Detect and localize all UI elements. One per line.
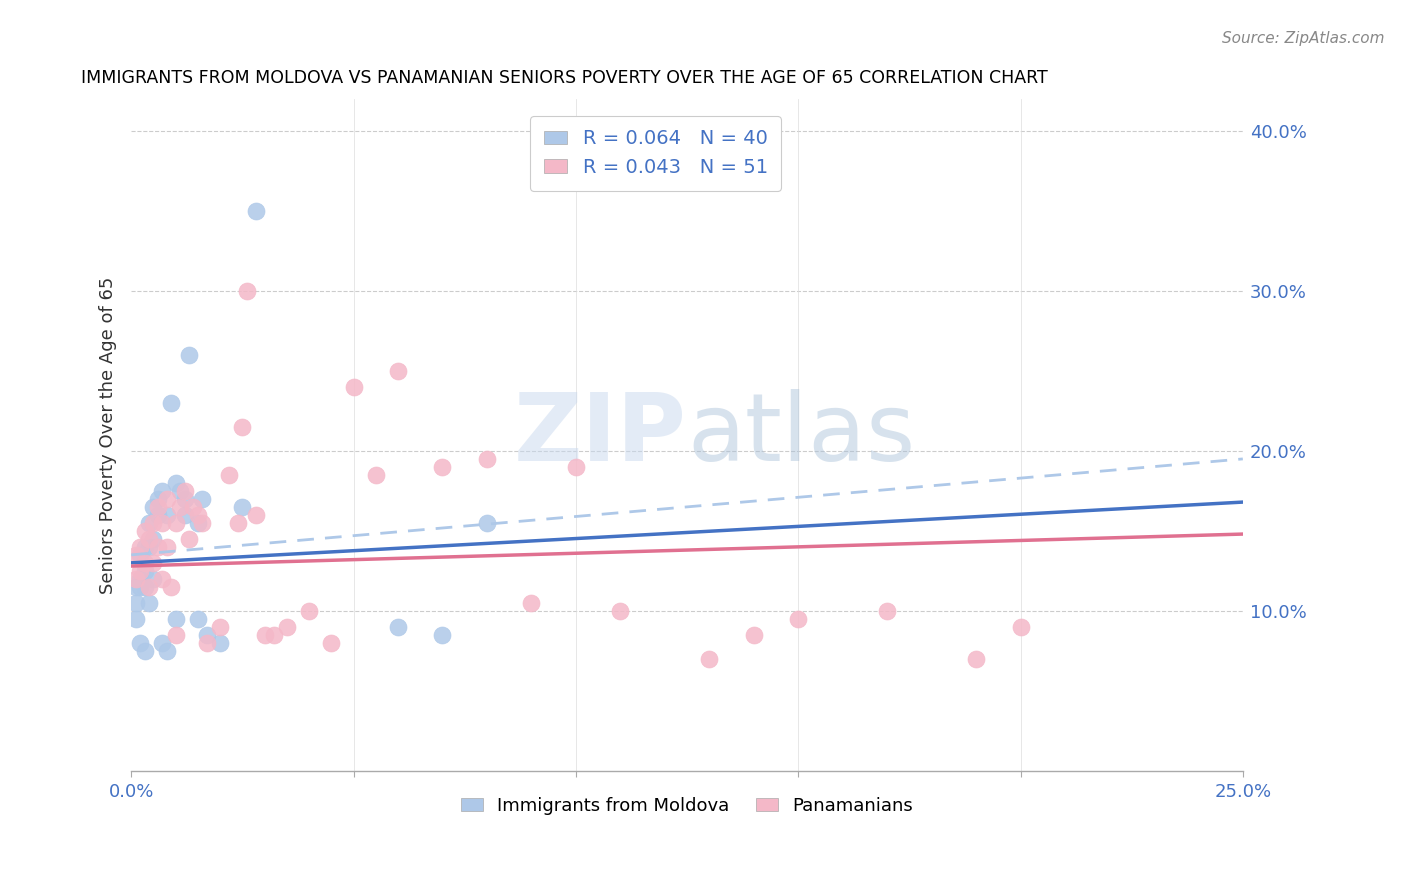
Point <box>138 580 160 594</box>
Point <box>134 556 156 570</box>
Point <box>150 516 173 530</box>
Point <box>150 483 173 498</box>
Point <box>321 636 343 650</box>
Point <box>387 364 409 378</box>
Point <box>226 516 249 530</box>
Point <box>195 636 218 650</box>
Point <box>129 636 152 650</box>
Point <box>142 516 165 530</box>
Text: atlas: atlas <box>688 389 915 481</box>
Point <box>173 491 195 506</box>
Point <box>876 604 898 618</box>
Point <box>187 516 209 530</box>
Point <box>187 612 209 626</box>
Point <box>134 524 156 538</box>
Point <box>177 532 200 546</box>
Point <box>342 380 364 394</box>
Point <box>173 483 195 498</box>
Point <box>1010 620 1032 634</box>
Point <box>263 628 285 642</box>
Point <box>125 572 148 586</box>
Legend: Immigrants from Moldova, Panamanians: Immigrants from Moldova, Panamanians <box>454 789 921 822</box>
Point <box>150 572 173 586</box>
Point <box>142 572 165 586</box>
Point <box>129 548 152 562</box>
Point <box>125 596 148 610</box>
Point <box>609 604 631 618</box>
Point <box>129 572 152 586</box>
Point <box>209 636 232 650</box>
Point <box>169 483 191 498</box>
Point <box>520 596 543 610</box>
Point <box>187 508 209 522</box>
Point <box>173 508 195 522</box>
Point <box>156 491 179 506</box>
Point <box>138 532 160 546</box>
Point <box>169 500 191 514</box>
Point <box>697 652 720 666</box>
Point <box>432 628 454 642</box>
Point <box>146 491 169 506</box>
Point <box>138 540 160 554</box>
Point <box>253 628 276 642</box>
Point <box>156 508 179 522</box>
Point <box>138 596 160 610</box>
Point <box>129 540 152 554</box>
Point <box>146 500 169 514</box>
Point <box>150 636 173 650</box>
Text: Source: ZipAtlas.com: Source: ZipAtlas.com <box>1222 31 1385 46</box>
Point <box>565 459 588 474</box>
Point <box>142 500 165 514</box>
Point <box>183 500 205 514</box>
Point <box>160 580 183 594</box>
Point <box>156 644 179 658</box>
Point <box>129 580 152 594</box>
Point <box>475 451 498 466</box>
Point <box>142 556 165 570</box>
Point <box>191 491 214 506</box>
Point <box>134 540 156 554</box>
Point <box>475 516 498 530</box>
Point <box>129 564 152 578</box>
Point <box>195 628 218 642</box>
Point <box>134 580 156 594</box>
Point <box>160 396 183 410</box>
Point <box>432 459 454 474</box>
Point <box>236 284 259 298</box>
Point <box>965 652 987 666</box>
Point <box>125 548 148 562</box>
Point <box>245 204 267 219</box>
Point <box>276 620 298 634</box>
Point <box>165 628 187 642</box>
Point <box>165 516 187 530</box>
Point <box>231 420 253 434</box>
Point <box>231 500 253 514</box>
Point <box>165 475 187 490</box>
Point <box>245 508 267 522</box>
Point <box>387 620 409 634</box>
Point <box>142 532 165 546</box>
Point <box>364 467 387 482</box>
Point <box>156 540 179 554</box>
Y-axis label: Seniors Poverty Over the Age of 65: Seniors Poverty Over the Age of 65 <box>100 277 117 594</box>
Point <box>191 516 214 530</box>
Point <box>138 516 160 530</box>
Point <box>125 580 148 594</box>
Point <box>177 348 200 362</box>
Text: ZIP: ZIP <box>515 389 688 481</box>
Point <box>146 508 169 522</box>
Text: IMMIGRANTS FROM MOLDOVA VS PANAMANIAN SENIORS POVERTY OVER THE AGE OF 65 CORRELA: IMMIGRANTS FROM MOLDOVA VS PANAMANIAN SE… <box>82 69 1047 87</box>
Point <box>146 540 169 554</box>
Point <box>134 564 156 578</box>
Point <box>165 612 187 626</box>
Point <box>742 628 765 642</box>
Point <box>298 604 321 618</box>
Point <box>218 467 240 482</box>
Point <box>209 620 232 634</box>
Point <box>125 612 148 626</box>
Point <box>134 644 156 658</box>
Point <box>787 612 810 626</box>
